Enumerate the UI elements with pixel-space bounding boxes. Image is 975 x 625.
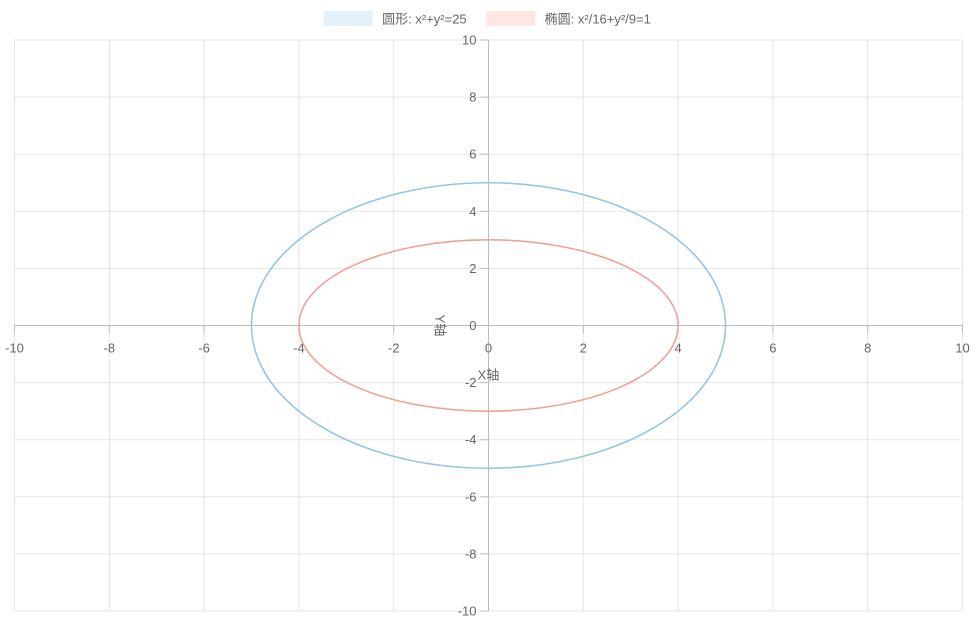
axes <box>14 39 963 612</box>
y-axis-title: Y轴 <box>433 315 448 337</box>
legend-swatch-ellipse <box>486 11 536 26</box>
y-tick-label: -10 <box>458 604 477 619</box>
x-tick-label: -10 <box>5 341 24 356</box>
y-tick-label: 4 <box>469 204 476 219</box>
y-tick-label: -6 <box>465 489 477 504</box>
x-tick-label: -8 <box>104 341 116 356</box>
legend-label-circle: 圆形: x²+y²=25 <box>382 12 467 27</box>
legend-label-ellipse: 椭圆: x²/16+y²/9=1 <box>545 12 651 27</box>
legend-item-circle[interactable]: 圆形: x²+y²=25 <box>323 11 467 27</box>
x-tick-label: -2 <box>388 341 400 356</box>
series-group <box>250 181 727 470</box>
x-tick-label: -6 <box>198 341 210 356</box>
y-tick-label: 0 <box>469 318 476 333</box>
x-tick-label: 0 <box>485 341 492 356</box>
x-tick-label: 8 <box>864 341 871 356</box>
y-tick-label: 10 <box>462 33 476 48</box>
x-tick-label: 6 <box>769 341 776 356</box>
y-tick-label: -2 <box>465 375 477 390</box>
x-axis-title: X轴 <box>478 368 500 383</box>
legend-swatch-circle <box>323 11 373 26</box>
legend-item-ellipse[interactable]: 椭圆: x²/16+y²/9=1 <box>486 11 651 27</box>
y-tick-label: -8 <box>465 546 477 561</box>
y-tick-label: -4 <box>465 432 477 447</box>
y-tick-label: 2 <box>469 261 476 276</box>
y-tick-label: 6 <box>469 147 476 162</box>
y-tick-label: 8 <box>469 90 476 105</box>
series-ellipse-curve <box>298 239 679 412</box>
x-tick-label: 2 <box>580 341 587 356</box>
x-tick-label: 10 <box>955 341 969 356</box>
tick-labels: -10 -8 -6 -4 -2 0 2 4 6 8 10 -10 -8 -6 -4 -2 0 2 4 6 8 10 <box>5 33 970 619</box>
x-tick-label: 4 <box>674 341 681 356</box>
series-circle-curve <box>250 181 727 470</box>
x-tick-label: -4 <box>293 341 305 356</box>
legend: 圆形: x²+y²=25 椭圆: x²/16+y²/9=1 <box>323 11 651 27</box>
